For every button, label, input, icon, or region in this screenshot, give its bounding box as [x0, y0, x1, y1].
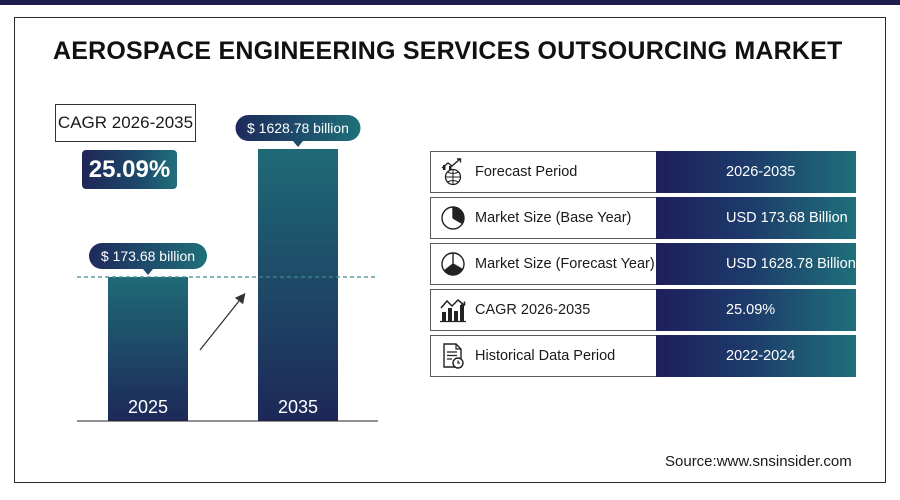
bar-2025 [108, 277, 188, 421]
category-label: 2035 [278, 397, 318, 417]
page-title: AEROSPACE ENGINEERING SERVICES OUTSOURCI… [53, 37, 843, 65]
summary-row-value: 2022-2024 [656, 335, 856, 377]
data-value-label: $ 1628.78 billion [247, 120, 349, 136]
summary-row-historical-period: Historical Data Period 2022-2024 [430, 335, 856, 377]
value-label-pill [235, 115, 361, 141]
summary-row-value: 2026-2035 [656, 151, 856, 193]
summary-row-forecast-year-size: Market Size (Forecast Year) USD 1628.78 … [430, 243, 856, 285]
top-accent-bar [0, 0, 900, 5]
summary-row-label: CAGR 2026-2035 [475, 302, 591, 318]
source-credit: Source:www.snsinsider.com [665, 453, 852, 470]
summary-row-cagr: CAGR 2026-2035 25.09% [430, 289, 856, 331]
cagr-label-box: CAGR 2026-2035 [55, 104, 196, 142]
summary-row-value: USD 173.68 Billion [656, 197, 856, 239]
summary-row-forecast-period: Forecast Period 2026-2035 [430, 151, 856, 193]
category-label: 2025 [128, 397, 168, 417]
summary-row-label: Forecast Period [475, 164, 578, 180]
summary-row-label-cell: Market Size (Forecast Year) [430, 243, 656, 285]
summary-row-label: Historical Data Period [475, 348, 616, 364]
growth-bars-icon [431, 290, 475, 330]
summary-row-label: Market Size (Forecast Year) [475, 256, 655, 272]
trend-arrow [199, 292, 246, 351]
report-document-icon [431, 336, 475, 376]
summary-row-value: 25.09% [656, 289, 856, 331]
pie-chart-icon [431, 244, 475, 284]
value-label-pointer [143, 269, 153, 275]
summary-row-value: USD 1628.78 Billion [656, 243, 856, 285]
market-size-bar-chart: 2025 $ 173.68 billion 2035 $ 1628.78 billio… [77, 115, 378, 422]
pie-chart-icon [431, 198, 475, 238]
summary-row-label-cell: CAGR 2026-2035 [430, 289, 656, 331]
value-label-pointer [293, 141, 303, 147]
summary-row-base-year-size: Market Size (Base Year) USD 173.68 Billi… [430, 197, 856, 239]
summary-row-label-cell: Market Size (Base Year) [430, 197, 656, 239]
summary-row-label-cell: Forecast Period [430, 151, 656, 193]
summary-row-label: Market Size (Base Year) [475, 210, 632, 226]
cagr-value-badge: 25.09% [82, 150, 177, 189]
bar-2035 [258, 149, 338, 421]
value-label-pill [89, 243, 207, 269]
summary-row-label-cell: Historical Data Period [430, 335, 656, 377]
forecast-chart-icon [431, 152, 475, 192]
data-value-label: $ 173.68 billion [101, 248, 195, 264]
